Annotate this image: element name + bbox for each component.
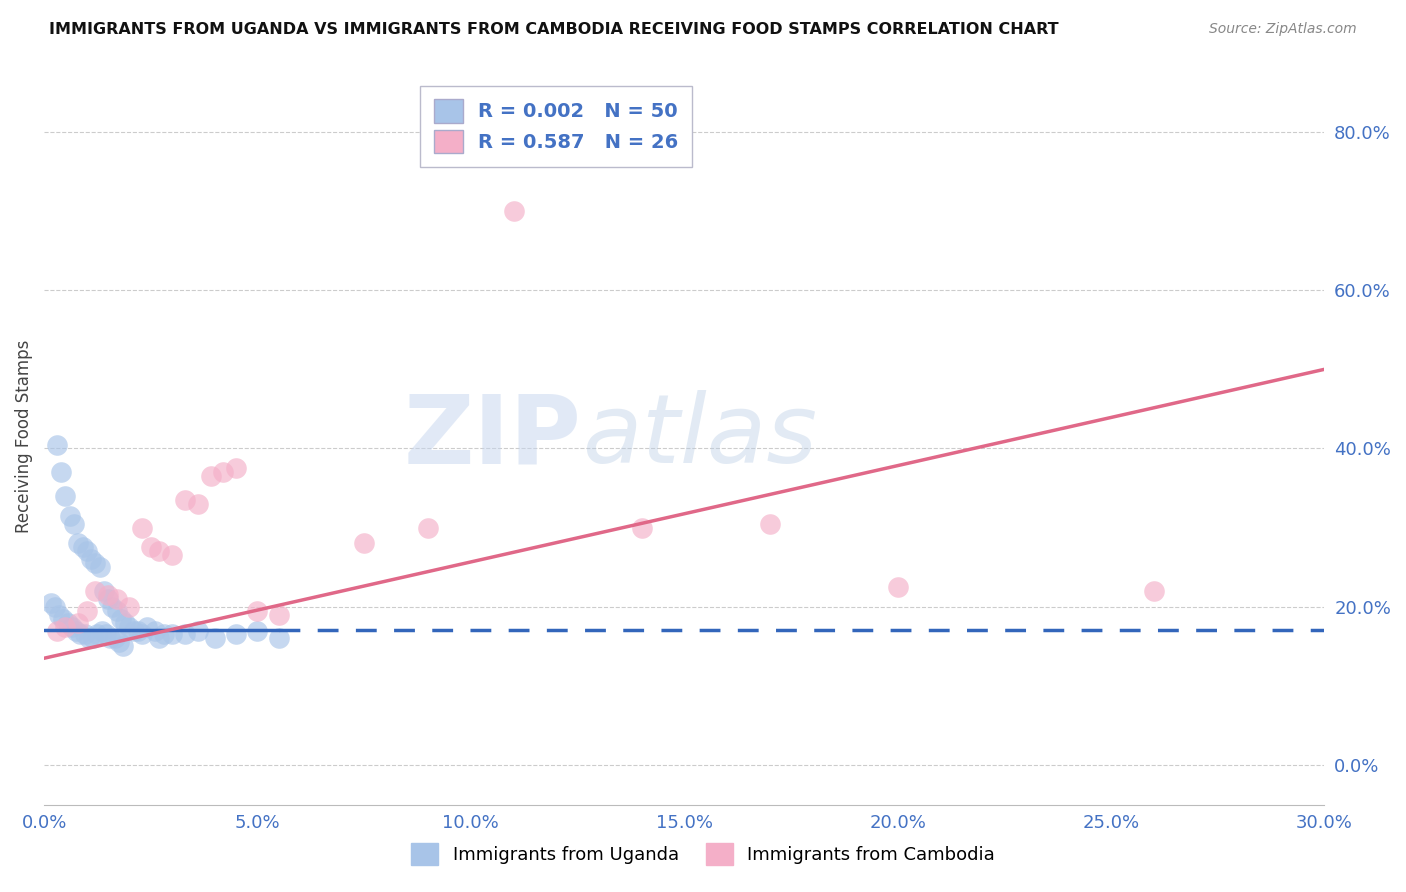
Point bbox=[39, 596, 62, 610]
Point bbox=[72, 541, 94, 555]
Point bbox=[112, 640, 135, 654]
Point bbox=[98, 632, 121, 646]
Point bbox=[143, 624, 166, 638]
Point bbox=[246, 624, 269, 638]
Point bbox=[131, 521, 153, 535]
Point bbox=[148, 632, 170, 646]
Point bbox=[418, 521, 440, 535]
Point bbox=[502, 204, 524, 219]
Point bbox=[56, 615, 79, 630]
Point bbox=[52, 612, 75, 626]
Point bbox=[127, 624, 149, 638]
Point bbox=[107, 635, 129, 649]
Point bbox=[63, 516, 86, 531]
Point bbox=[84, 556, 107, 570]
Point bbox=[122, 624, 145, 638]
Point bbox=[69, 627, 91, 641]
Point bbox=[353, 536, 375, 550]
Point bbox=[76, 604, 98, 618]
Point bbox=[118, 599, 141, 614]
Point bbox=[114, 615, 136, 630]
Point bbox=[225, 461, 247, 475]
Point bbox=[67, 615, 90, 630]
Y-axis label: Receiving Food Stamps: Receiving Food Stamps bbox=[15, 340, 32, 533]
Point bbox=[267, 632, 290, 646]
Point bbox=[55, 619, 77, 633]
Point bbox=[160, 627, 183, 641]
Point bbox=[86, 627, 108, 641]
Point bbox=[148, 544, 170, 558]
Point bbox=[76, 544, 98, 558]
Point bbox=[103, 632, 125, 646]
Point bbox=[89, 560, 111, 574]
Point bbox=[131, 627, 153, 641]
Point bbox=[174, 627, 197, 641]
Point bbox=[160, 549, 183, 563]
Point bbox=[90, 624, 112, 638]
Point bbox=[110, 612, 132, 626]
Point bbox=[51, 465, 73, 479]
Point bbox=[101, 599, 124, 614]
Point bbox=[187, 497, 209, 511]
Text: atlas: atlas bbox=[582, 390, 817, 483]
Point bbox=[200, 469, 222, 483]
Point bbox=[77, 632, 100, 646]
Point bbox=[73, 627, 96, 641]
Point bbox=[93, 584, 115, 599]
Point bbox=[48, 607, 70, 622]
Point bbox=[267, 607, 290, 622]
Point bbox=[118, 619, 141, 633]
Point bbox=[225, 627, 247, 641]
Legend: Immigrants from Uganda, Immigrants from Cambodia: Immigrants from Uganda, Immigrants from … bbox=[402, 834, 1004, 874]
Point bbox=[187, 624, 209, 638]
Point bbox=[84, 584, 107, 599]
Point bbox=[59, 508, 82, 523]
Point bbox=[80, 552, 103, 566]
Legend: R = 0.002   N = 50, R = 0.587   N = 26: R = 0.002 N = 50, R = 0.587 N = 26 bbox=[420, 86, 692, 167]
Point bbox=[65, 624, 87, 638]
Point bbox=[886, 580, 908, 594]
Point bbox=[152, 627, 174, 641]
Point bbox=[55, 489, 77, 503]
Point bbox=[246, 604, 269, 618]
Point bbox=[204, 632, 226, 646]
Point bbox=[105, 604, 128, 618]
Point bbox=[97, 591, 120, 606]
Point bbox=[758, 516, 780, 531]
Point bbox=[135, 619, 157, 633]
Text: ZIP: ZIP bbox=[404, 390, 582, 483]
Point bbox=[67, 536, 90, 550]
Point bbox=[45, 437, 67, 451]
Point bbox=[105, 591, 128, 606]
Point bbox=[60, 619, 83, 633]
Point bbox=[97, 588, 120, 602]
Point bbox=[212, 465, 235, 479]
Point bbox=[174, 492, 197, 507]
Point bbox=[630, 521, 652, 535]
Point bbox=[45, 624, 67, 638]
Point bbox=[94, 627, 117, 641]
Text: Source: ZipAtlas.com: Source: ZipAtlas.com bbox=[1209, 22, 1357, 37]
Point bbox=[1143, 584, 1166, 599]
Point bbox=[82, 632, 104, 646]
Point bbox=[44, 599, 66, 614]
Point bbox=[139, 541, 162, 555]
Text: IMMIGRANTS FROM UGANDA VS IMMIGRANTS FROM CAMBODIA RECEIVING FOOD STAMPS CORRELA: IMMIGRANTS FROM UGANDA VS IMMIGRANTS FRO… bbox=[49, 22, 1059, 37]
